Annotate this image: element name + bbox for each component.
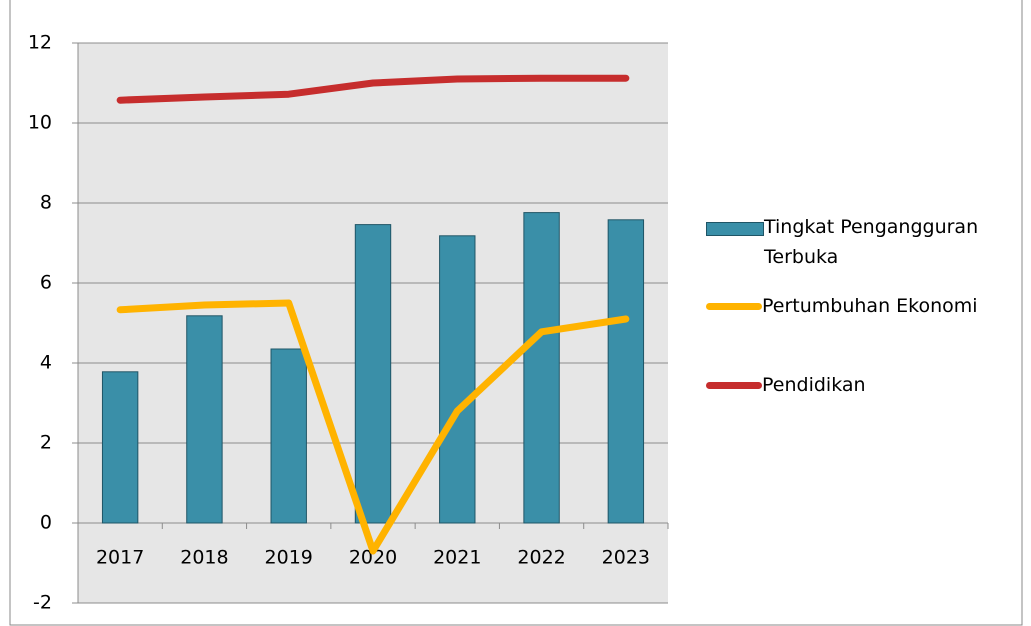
legend-entry: Tingkat Pengangguran Terbuka: [706, 212, 1026, 272]
legend-entry: Pertumbuhan Ekonomi: [706, 291, 1026, 321]
legend-swatch: [706, 382, 762, 389]
y-tick-label: 0: [40, 512, 52, 534]
bar: [186, 315, 223, 524]
x-tick-label: 2018: [180, 547, 228, 569]
line: [116, 299, 630, 555]
x-tick-label: 2020: [349, 547, 397, 569]
y-tick-label: 4: [40, 352, 52, 374]
y-tick-label: 6: [40, 272, 52, 294]
chart-frame: [9, 0, 1023, 626]
legend-swatch: [706, 222, 764, 236]
legend-label: Pendidikan: [762, 374, 866, 396]
bar: [101, 371, 139, 524]
legend-swatch: [706, 303, 762, 310]
y-tick-label: -2: [33, 592, 52, 614]
bar: [354, 224, 392, 524]
bar: [439, 235, 476, 524]
bar: [270, 348, 307, 524]
legend-label: Pertumbuhan Ekonomi: [762, 295, 978, 317]
x-tick-label: 2021: [433, 547, 481, 569]
y-tick-label: 8: [40, 192, 52, 214]
legend-label: Tingkat Pengangguran Terbuka: [764, 216, 979, 268]
x-tick-label: 2022: [517, 547, 565, 569]
y-tick-label: 10: [28, 112, 52, 134]
x-tick-label: 2023: [602, 547, 650, 569]
x-tick-label: 2017: [96, 547, 144, 569]
line: [116, 74, 630, 104]
x-tick-label: 2019: [265, 547, 313, 569]
bar: [607, 219, 645, 524]
legend-entry: Pendidikan: [706, 370, 1026, 400]
y-tick-label: 2: [40, 432, 52, 454]
bar: [523, 212, 560, 524]
y-tick-label: 12: [28, 32, 52, 54]
